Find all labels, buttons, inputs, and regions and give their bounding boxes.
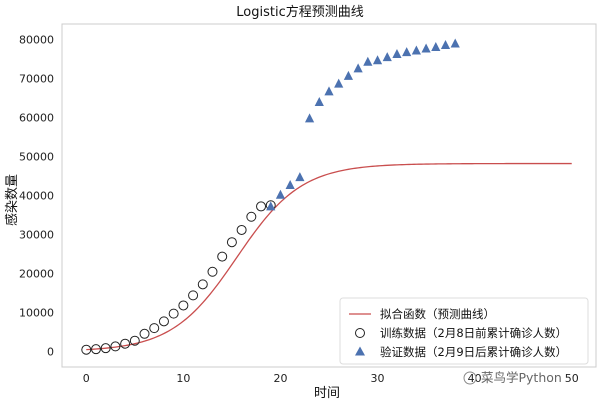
fit-curve-layer [86, 162, 572, 351]
validation-point [334, 78, 344, 88]
training-point [188, 290, 199, 301]
y-tick-label: 30000 [19, 228, 54, 241]
y-tick-label: 40000 [19, 190, 54, 203]
watermark-text: 菜鸟学Python [481, 370, 562, 385]
training-point [120, 338, 131, 349]
x-tick-label: 20 [273, 372, 287, 385]
y-tick-label: 10000 [19, 306, 54, 319]
training-point [236, 224, 247, 235]
y-tick-label: 20000 [19, 267, 54, 280]
legend-circle-marker [355, 328, 365, 338]
validation-point [382, 52, 392, 62]
training-point [129, 335, 140, 346]
validation-point [392, 49, 402, 59]
validation-point [266, 201, 276, 211]
training-point [197, 279, 208, 290]
validation-point [343, 70, 354, 80]
training-point [207, 266, 218, 277]
validation-point [314, 96, 324, 106]
legend-box [339, 297, 589, 365]
legend-label-valid: 验证数据（2月9日后累计确诊人数） [380, 345, 567, 359]
x-tick-label: 50 [565, 372, 579, 385]
training-point [139, 328, 150, 339]
y-tick-label: 50000 [19, 151, 54, 164]
training-point [149, 323, 160, 334]
fit-curve-line [86, 162, 572, 351]
validation-point [304, 113, 315, 123]
training-point [81, 344, 92, 355]
y-tick-label: 60000 [19, 112, 54, 125]
training-point [168, 308, 179, 319]
x-axis-title: 时间 [314, 386, 340, 401]
x-tick-label: 40 [468, 372, 482, 385]
validation-point [324, 86, 334, 96]
validation-point [411, 45, 421, 55]
validation-point [285, 179, 295, 189]
training-point [90, 344, 101, 355]
training-point [226, 237, 237, 248]
legend-label-train: 训练数据（2月8日前累计确诊人数） [380, 326, 567, 340]
validation-point [421, 43, 431, 53]
validation-point [372, 55, 383, 65]
y-tick-label: 70000 [19, 73, 54, 86]
training-point [246, 211, 257, 222]
validation-point [275, 189, 286, 199]
legend: 拟合函数（预测曲线） 训练数据（2月8日前累计确诊人数） 验证数据（2月9日后累… [339, 297, 589, 365]
y-tick-label: 80000 [19, 34, 54, 47]
legend-label-fit: 拟合函数（预测曲线） [380, 307, 495, 321]
validation-point [431, 41, 441, 51]
validation-point [295, 172, 305, 182]
data-points-layer [81, 38, 460, 355]
validation-point [440, 40, 451, 50]
tick-labels: 0 10 20 30 40 50 0 10000 20000 30000 40000 50000 600… [19, 34, 579, 385]
x-tick-label: 0 [83, 372, 90, 385]
validation-point [363, 56, 373, 66]
chart-title: Logistic方程预测曲线 [236, 4, 363, 20]
watermark: 菜鸟学Python [463, 370, 562, 385]
validation-point [402, 47, 412, 57]
training-point [256, 201, 267, 212]
watermark-logo-icon [463, 371, 477, 385]
training-point [110, 341, 121, 352]
validation-point [353, 63, 363, 73]
y-axis-title: 感染数量 [4, 174, 20, 226]
training-point [178, 300, 189, 311]
y-tick-label: 0 [47, 345, 54, 358]
x-tick-label: 10 [176, 372, 190, 385]
x-tick-label: 30 [371, 372, 385, 385]
training-point [217, 251, 228, 262]
training-point [100, 343, 111, 354]
validation-point [450, 38, 460, 48]
training-point [158, 316, 169, 327]
legend-triangle-marker [355, 346, 365, 356]
